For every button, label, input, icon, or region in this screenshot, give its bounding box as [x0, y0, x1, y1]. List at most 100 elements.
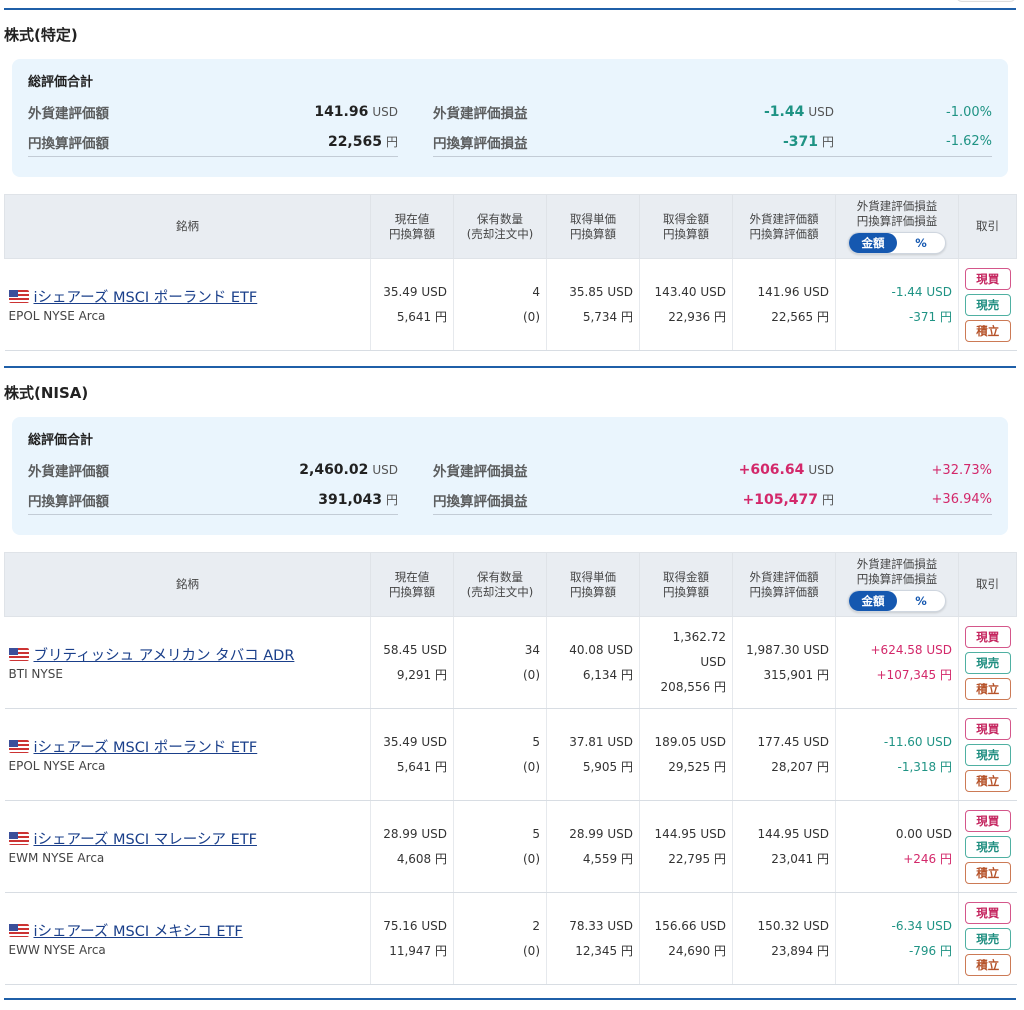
- pl-yen: +107,345 円: [876, 667, 953, 682]
- price_yen: 5,641 円: [396, 759, 447, 774]
- stock-name-link[interactable]: iシェアーズ MSCI メキシコ ETF: [33, 924, 243, 940]
- header-price: 現在値 円換算額: [370, 552, 454, 617]
- accumulate-button[interactable]: 積立: [964, 953, 1011, 976]
- sell-button[interactable]: 現売: [964, 927, 1011, 950]
- buy-button[interactable]: 現買: [964, 809, 1011, 832]
- cost_yen: 22,936 円: [668, 309, 726, 324]
- pl: -6.34 USD: [891, 918, 952, 933]
- header-cost: 取得金額 円換算額: [639, 194, 733, 259]
- buy-button[interactable]: 現買: [964, 267, 1011, 290]
- buy-button[interactable]: 現買: [964, 717, 1011, 740]
- yen-value-label: 円換算評価額: [28, 135, 109, 152]
- pl: +624.58 USD: [870, 642, 953, 657]
- summary-panel: 総評価合計 外貨建評価額 141.96 USD 外貨建評価損益 -1.44 USD -1.…: [12, 59, 1008, 177]
- buy-button[interactable]: 現買: [964, 901, 1011, 924]
- value_yen: 22,565 円: [771, 309, 829, 324]
- unit_cost: 40.08 USD: [569, 642, 633, 657]
- unit: 円: [821, 135, 834, 149]
- cost_yen: 29,525 円: [668, 759, 726, 774]
- toggle-percent[interactable]: %: [915, 235, 927, 250]
- value: 1,987.30 USD: [746, 642, 829, 657]
- header-pl: 外貨建評価損益 円換算評価損益 金額%: [835, 194, 959, 259]
- unit_cost_yen: 4,559 円: [582, 851, 633, 866]
- pl-display-toggle[interactable]: 金額%: [848, 232, 946, 254]
- header-line: (売却注文中): [466, 226, 534, 241]
- stock-name-link[interactable]: iシェアーズ MSCI ポーランド ETF: [33, 740, 258, 756]
- yen-pl-label: 円換算評価損益: [433, 135, 528, 152]
- section-title: 株式(特定): [4, 26, 78, 44]
- foreign-value: 2,460.02: [299, 462, 369, 478]
- top-button[interactable]: [956, 0, 1016, 2]
- us-flag-icon: [8, 832, 29, 845]
- sell-button[interactable]: 現売: [964, 835, 1011, 858]
- foreign-pl-label: 外貨建評価損益: [433, 464, 528, 480]
- foreign-value: 141.96: [314, 104, 369, 120]
- price: 58.45 USD: [383, 642, 447, 657]
- accumulate-button[interactable]: 積立: [964, 677, 1011, 700]
- sell-button[interactable]: 現売: [964, 293, 1011, 316]
- stock-name-link[interactable]: ブリティッシュ アメリカン タバコ ADR: [33, 648, 295, 664]
- price_yen: 4,608 円: [396, 851, 447, 866]
- header-line: 円換算評価額: [749, 226, 819, 241]
- header-cost: 取得金額 円換算額: [639, 552, 733, 617]
- accumulate-button[interactable]: 積立: [964, 861, 1011, 884]
- sell-button[interactable]: 現売: [964, 651, 1011, 674]
- value: 150.32 USD: [757, 918, 829, 933]
- foreign-pl: +606.64: [738, 462, 805, 478]
- yen-value: 22,565: [327, 134, 382, 150]
- unit: USD: [808, 105, 834, 119]
- summary-title: 総評価合計: [28, 75, 94, 90]
- stock-name-link[interactable]: iシェアーズ MSCI ポーランド ETF: [33, 290, 258, 306]
- unit: USD: [372, 105, 398, 119]
- sell-button[interactable]: 現売: [964, 743, 1011, 766]
- pl-yen: +246 円: [903, 851, 952, 866]
- header-trade: 取引: [958, 194, 1017, 259]
- header-line: 保有数量: [477, 569, 523, 584]
- unit: USD: [372, 463, 398, 477]
- cost: 144.95 USD: [654, 826, 726, 841]
- qty_pending: (0): [523, 851, 540, 866]
- unit_cost_yen: 6,134 円: [582, 667, 633, 682]
- toggle-percent[interactable]: %: [915, 593, 927, 608]
- yen-pl-pct: -1.62%: [946, 134, 992, 149]
- table-header-row: 銘柄 現在値 円換算額 保有数量 (売却注文中) 取得単価 円換算額 取得金額 円換算額 外貨建評…: [4, 552, 1017, 617]
- holdings-table: 銘柄 現在値 円換算額 保有数量 (売却注文中) 取得単価 円換算額 取得金額 円換算額 外貨建評…: [4, 194, 1017, 351]
- price: 28.99 USD: [383, 826, 447, 841]
- accumulate-button[interactable]: 積立: [964, 319, 1011, 342]
- value: 144.95 USD: [757, 826, 829, 841]
- foreign-value-label: 外貨建評価額: [28, 106, 109, 122]
- header-line: 円換算額: [389, 226, 435, 241]
- section-title: 株式(NISA): [4, 384, 89, 402]
- cost_yen: 24,690 円: [668, 943, 726, 958]
- toggle-amount[interactable]: 金額: [849, 233, 897, 253]
- buy-button[interactable]: 現買: [964, 625, 1011, 648]
- header-price: 現在値 円換算額: [370, 194, 454, 259]
- toggle-amount[interactable]: 金額: [849, 591, 897, 611]
- cost: 156.66 USD: [654, 918, 726, 933]
- value_yen: 23,894 円: [771, 943, 829, 958]
- us-flag-icon: [8, 290, 29, 303]
- pl-display-toggle[interactable]: 金額%: [848, 590, 946, 612]
- header-line: 外貨建評価額: [749, 211, 819, 226]
- unit_cost: 37.81 USD: [569, 734, 633, 749]
- qty: 5: [532, 734, 540, 749]
- qty_pending: (0): [523, 667, 540, 682]
- header-line: 保有数量: [477, 211, 523, 226]
- value_yen: 315,901 円: [763, 667, 829, 682]
- accumulate-button[interactable]: 積立: [964, 769, 1011, 792]
- unit: 円: [385, 493, 398, 507]
- yen-pl: +105,477: [742, 492, 818, 508]
- unit_cost: 35.85 USD: [569, 284, 633, 299]
- header-line: 円換算額: [570, 584, 616, 599]
- header-line: 円換算額: [663, 584, 709, 599]
- price_yen: 11,947 円: [389, 943, 447, 958]
- header-value: 外貨建評価額 円換算評価額: [732, 194, 836, 259]
- foreign-pl-pct: +32.73%: [931, 462, 992, 478]
- stock-name-link[interactable]: iシェアーズ MSCI マレーシア ETF: [33, 832, 257, 848]
- header-line: 円換算評価損益: [856, 572, 938, 586]
- header-line: 取得金額: [663, 211, 709, 226]
- pl-yen: -796 円: [908, 943, 952, 958]
- foreign-pl-pct: -1.00%: [946, 104, 992, 120]
- header-qty: 保有数量 (売却注文中): [453, 194, 547, 259]
- unit_cost: 28.99 USD: [569, 826, 633, 841]
